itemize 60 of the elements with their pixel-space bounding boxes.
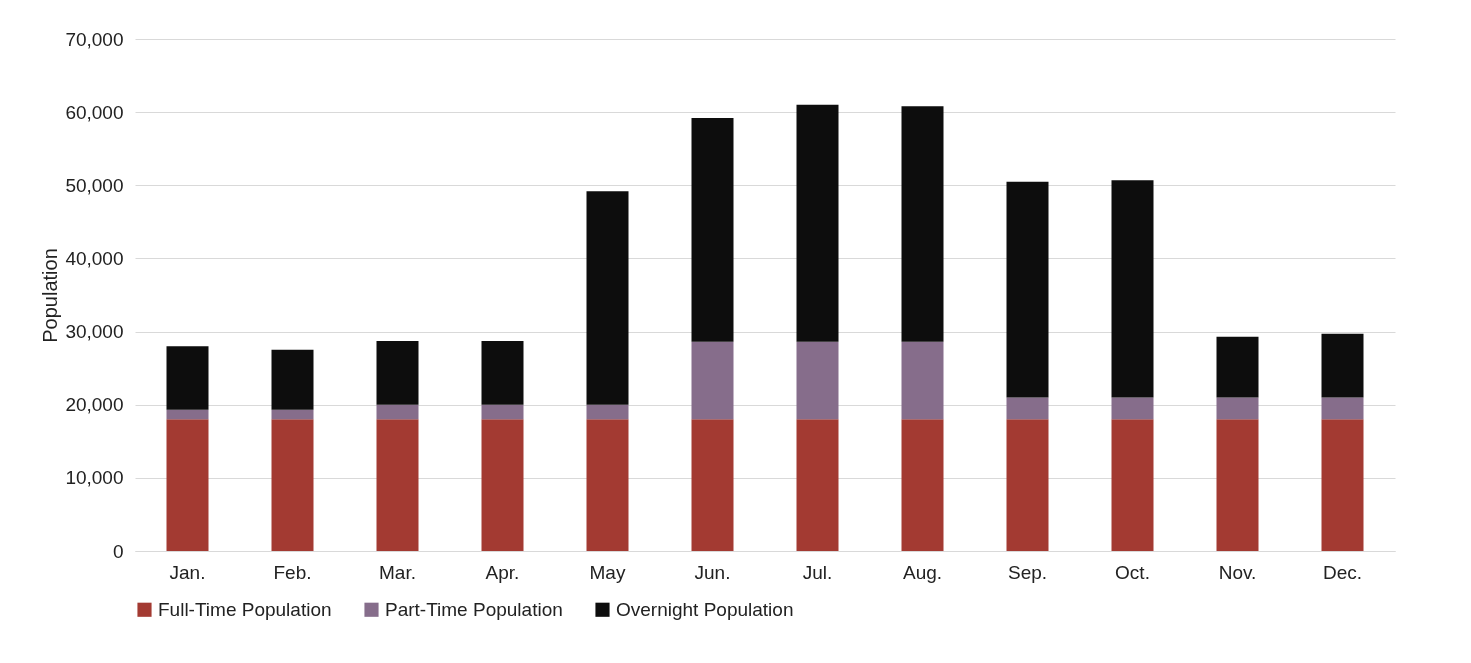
bar	[691, 419, 734, 551]
bar	[796, 419, 839, 551]
x-tick-label: May	[589, 561, 626, 583]
bar	[1321, 419, 1364, 551]
bar	[586, 191, 629, 405]
bar	[1216, 336, 1259, 398]
x-tick-label: Mar.	[379, 561, 416, 583]
y-tick-label: 0	[112, 540, 124, 562]
bar	[691, 341, 734, 420]
x-tick-label: Oct.	[1115, 561, 1150, 583]
bar	[586, 419, 629, 551]
x-tick-label: Jul.	[802, 561, 833, 583]
bar	[481, 404, 524, 420]
legend-label: Overnight Population	[616, 598, 794, 620]
bar	[796, 341, 839, 420]
bar	[901, 341, 944, 420]
x-tick-label: Feb.	[273, 561, 312, 583]
x-tick-label: Aug.	[902, 561, 943, 583]
bar	[796, 104, 839, 342]
bar	[166, 346, 209, 410]
y-tick-label: 70,000	[65, 28, 124, 50]
x-tick-label: Jan.	[169, 561, 206, 583]
bar	[376, 404, 419, 420]
bar	[271, 419, 314, 551]
y-tick-label: 20,000	[65, 394, 124, 416]
bar	[1111, 419, 1154, 551]
bar	[1216, 419, 1259, 551]
y-tick-label: 10,000	[65, 467, 124, 489]
bar	[271, 349, 314, 410]
y-tick-label: 40,000	[65, 247, 124, 269]
bar	[1006, 181, 1049, 398]
bar	[271, 409, 314, 420]
legend-label: Full-Time Population	[158, 598, 332, 620]
bar	[481, 419, 524, 551]
bar	[901, 106, 944, 342]
bar	[1006, 419, 1049, 551]
bar	[1111, 397, 1154, 420]
bar	[901, 419, 944, 551]
bar	[166, 409, 209, 420]
y-tick-label: 50,000	[65, 174, 124, 196]
x-tick-label: Dec.	[1322, 561, 1363, 583]
bar	[481, 341, 524, 405]
x-tick-label: Apr.	[485, 561, 520, 583]
bar	[166, 419, 209, 551]
bar	[691, 117, 734, 342]
y-tick-label: 30,000	[65, 321, 124, 343]
bar	[586, 404, 629, 420]
x-tick-label: Jun.	[694, 561, 731, 583]
x-tick-label: Nov.	[1218, 561, 1257, 583]
bar	[1006, 397, 1049, 420]
bar	[1111, 180, 1154, 398]
y-tick-label: 60,000	[65, 101, 124, 123]
bar	[376, 341, 419, 405]
bar	[1321, 397, 1364, 420]
x-tick-label: Sep.	[1007, 561, 1048, 583]
bar	[1216, 397, 1259, 420]
bar	[1321, 333, 1364, 398]
bar	[376, 419, 419, 551]
legend-label: Part-Time Population	[385, 598, 563, 620]
y-axis-title: Population	[39, 248, 62, 343]
